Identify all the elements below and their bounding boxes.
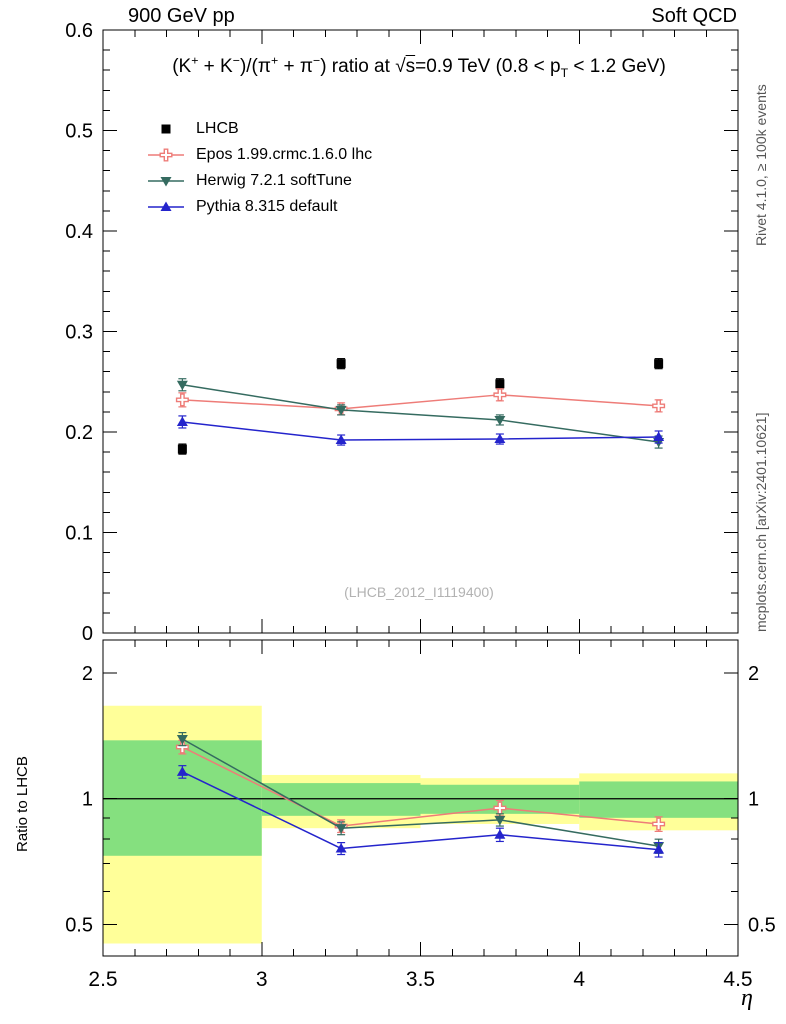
legend-label-lhcb: LHCB xyxy=(196,120,239,137)
svg-text:2: 2 xyxy=(748,663,759,685)
svg-text:0.5: 0.5 xyxy=(65,121,93,143)
legend-item-pythia: Pythia 8.315 default xyxy=(146,194,372,220)
svg-text:0.4: 0.4 xyxy=(65,221,93,243)
epos-marker-icon xyxy=(148,148,184,162)
svg-text:2: 2 xyxy=(82,663,93,685)
legend-item-epos: Epos 1.99.crmc.1.6.0 lhc xyxy=(146,142,372,168)
legend-label-herwig: Herwig 7.2.1 softTune xyxy=(196,172,352,189)
tick-labels: 2.5 3 3.5 4 4.5 0 0.1 0.2 0.3 0.4 0.5 0.6 0.5 0.5 1 1 2 2 xyxy=(65,20,776,991)
legend: LHCB Epos 1.99.crmc.1.6.0 lhc Herwig 7.2… xyxy=(146,116,372,220)
legend-label-epos: Epos 1.99.crmc.1.6.0 lhc xyxy=(196,146,373,163)
ratio-panel-series xyxy=(175,732,666,858)
svg-text:0.2: 0.2 xyxy=(65,422,93,444)
svg-text:2.5: 2.5 xyxy=(88,968,117,991)
rivet-version-label: Rivet 4.1.0, ≥ 100k events xyxy=(753,84,769,246)
svg-text:4: 4 xyxy=(573,968,585,991)
svg-text:0.5: 0.5 xyxy=(748,914,776,936)
axis-ticks xyxy=(102,29,739,956)
analysis-id-watermark: (LHCB_2012_I1119400) xyxy=(344,584,494,600)
legend-item-herwig: Herwig 7.2.1 softTune xyxy=(146,168,372,194)
beam-energy-label: 900 GeV pp xyxy=(128,5,235,27)
top-panel-series xyxy=(175,358,666,455)
ratio-axis-title: Ratio to LHCB xyxy=(14,756,31,852)
svg-text:0: 0 xyxy=(82,623,93,645)
svg-text:3: 3 xyxy=(256,968,268,991)
process-group-label: Soft QCD xyxy=(651,5,737,27)
legend-label-pythia: Pythia 8.315 default xyxy=(196,198,338,215)
ratio-bands xyxy=(103,705,738,944)
mcplots-credit-label: mcplots.cern.ch [arXiv:2401.10621] xyxy=(753,412,769,632)
plot-title: (K+ + K−)/(π+ + π−) ratio at √s=0.9 TeV … xyxy=(172,53,666,80)
svg-text:0.1: 0.1 xyxy=(65,523,93,545)
svg-text:1: 1 xyxy=(82,789,93,811)
svg-text:1: 1 xyxy=(748,789,759,811)
svg-text:4.5: 4.5 xyxy=(723,968,752,991)
svg-text:0.5: 0.5 xyxy=(65,914,93,936)
legend-item-lhcb: LHCB xyxy=(146,116,372,142)
svg-text:0.6: 0.6 xyxy=(65,20,93,42)
herwig-marker-icon xyxy=(148,177,184,187)
lhcb-marker-icon xyxy=(161,124,171,134)
pythia-marker-icon xyxy=(148,201,184,211)
x-axis-title: η xyxy=(741,985,753,1011)
svg-text:0.3: 0.3 xyxy=(65,322,93,344)
svg-text:3.5: 3.5 xyxy=(406,968,435,991)
